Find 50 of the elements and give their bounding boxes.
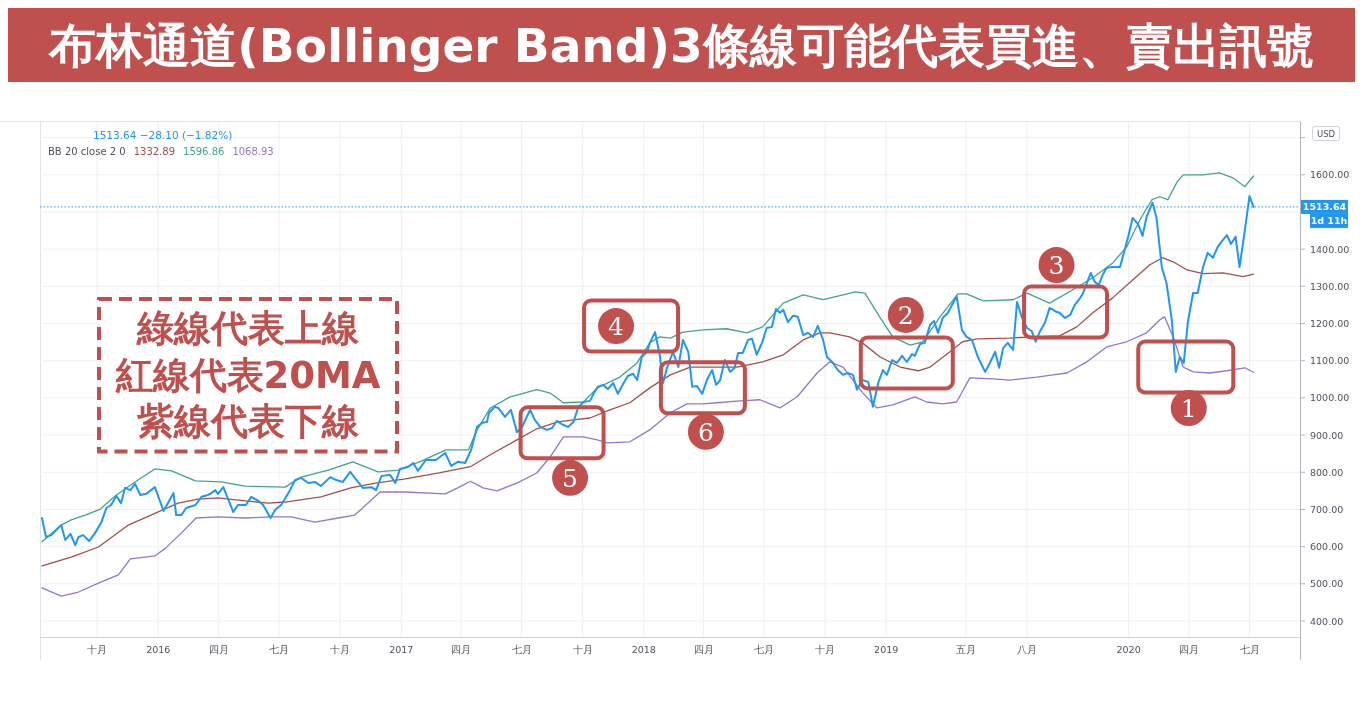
x-tick-label: 2020 — [1116, 644, 1141, 655]
y-tick-label: 600.00 — [1310, 541, 1344, 553]
x-tick-label: 七月 — [1239, 644, 1260, 655]
annotation: 綠線代表上線 — [136, 307, 360, 350]
y-axis-title: USD — [1316, 129, 1336, 139]
y-tick-label: 500.00 — [1310, 578, 1344, 590]
y-tick-label: 400.00 — [1310, 615, 1344, 627]
y-tick-label: 1300.00 — [1310, 280, 1350, 292]
annotation: 1513.64 −28.10 (−1.82%) — [93, 129, 233, 141]
y-tick-label: 700.00 — [1310, 503, 1344, 515]
annotation: 2 — [897, 300, 914, 330]
x-tick-label: 四月 — [693, 644, 714, 655]
y-tick-label: 1000.00 — [1310, 392, 1350, 404]
annotation: 紫線代表下線 — [136, 400, 360, 443]
chart-title: 布林通道(Bollinger Band)3條線可能代表買進、賣出訊號 — [48, 18, 1314, 73]
annotation: 1332.89 — [133, 146, 176, 157]
y-tick-label: 900.00 — [1310, 429, 1344, 441]
annotation: 5 — [562, 463, 579, 493]
annotation: 1596.86 — [183, 146, 225, 157]
x-tick-label: 十月 — [330, 644, 351, 655]
text: 1d 11h — [1310, 215, 1348, 227]
annotation: 4 — [608, 312, 625, 342]
x-tick-label: 七月 — [511, 644, 532, 655]
annotation: BB 20 close 2 0 — [48, 146, 126, 157]
y-tick-label: 1100.00 — [1310, 355, 1350, 367]
x-tick-label: 2018 — [631, 644, 656, 655]
ref-line-label: 1513.64 — [1302, 201, 1347, 213]
y-tick-label: 800.00 — [1310, 466, 1344, 478]
x-tick-label: 十月 — [572, 644, 593, 655]
x-tick-label: 2019 — [874, 644, 899, 655]
x-tick-label: 八月 — [1017, 644, 1038, 655]
line-series — [41, 257, 1255, 567]
y-tick-label: 1200.00 — [1310, 318, 1350, 330]
annotation: 1068.93 — [232, 146, 274, 157]
x-tick-label: 七月 — [753, 644, 774, 655]
x-tick-label: 十月 — [87, 644, 108, 655]
x-tick-label: 四月 — [1179, 644, 1200, 655]
x-tick-label: 七月 — [269, 644, 290, 655]
x-tick-label: 2017 — [389, 644, 414, 655]
x-tick-label: 四月 — [208, 644, 229, 655]
annotation: 6 — [697, 417, 714, 447]
annotation: 紅線代表20MA — [114, 353, 381, 397]
x-tick-label: 五月 — [955, 644, 976, 655]
y-tick-label: 1600.00 — [1310, 169, 1350, 181]
y-tick-label: 1400.00 — [1310, 243, 1350, 255]
x-tick-label: 十月 — [815, 644, 836, 655]
x-tick-label: 四月 — [451, 644, 472, 655]
x-tick-label: 2016 — [146, 644, 171, 655]
annotation: 1 — [1180, 394, 1197, 424]
annotation: 3 — [1048, 251, 1065, 281]
